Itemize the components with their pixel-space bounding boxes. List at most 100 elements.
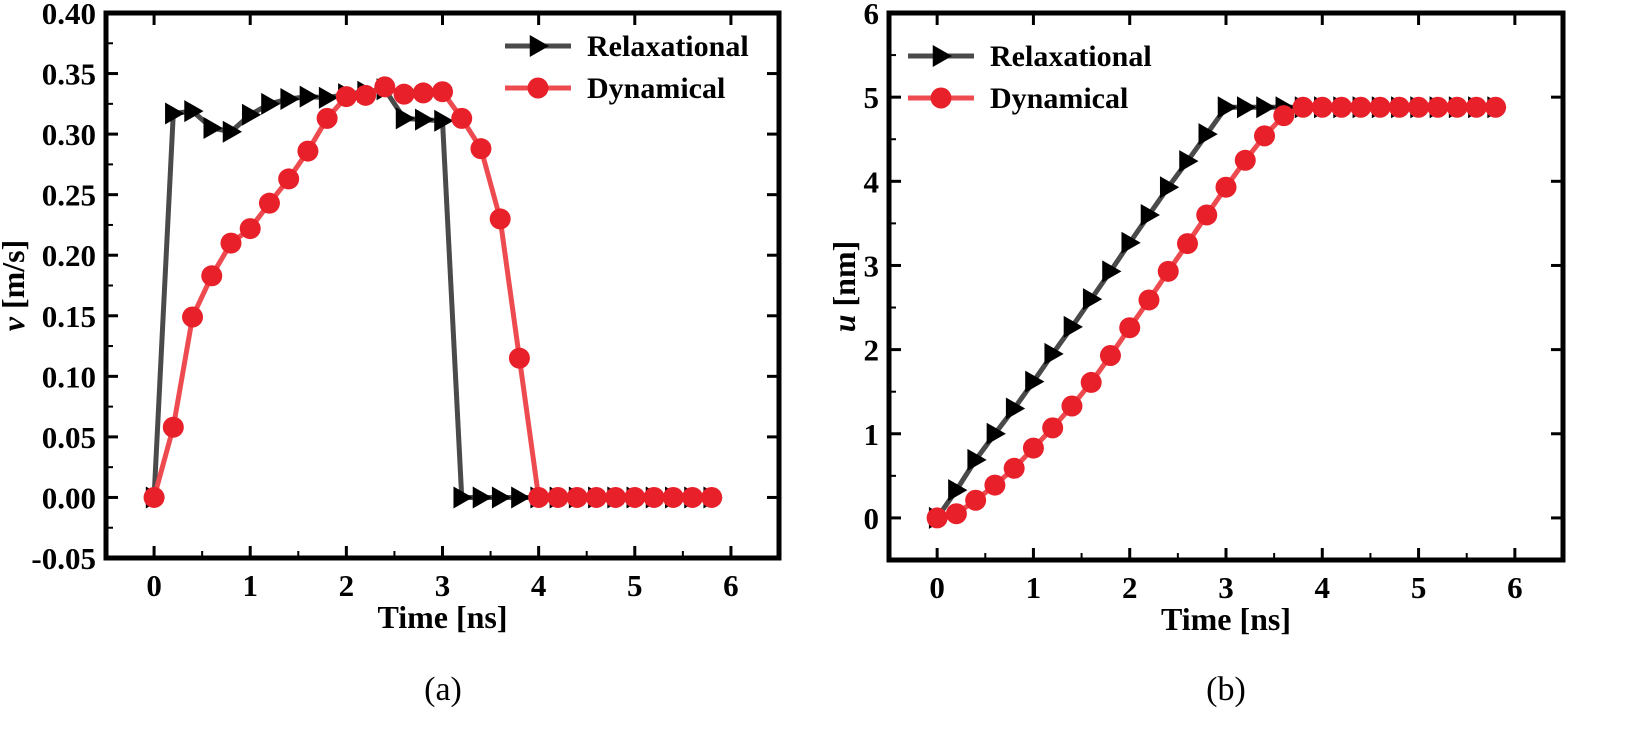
data-point <box>1138 289 1160 311</box>
data-point <box>624 486 646 508</box>
data-point <box>662 486 684 508</box>
x-tick-label: 5 <box>627 568 643 603</box>
chart-panel-a: 0 1 2 3 4 5 6 -0.05 0.00 0.05 0.10 0.15 0.20 0.25 0.30… <box>0 0 782 708</box>
legend-marker <box>930 87 952 109</box>
y-tick-label: 0.40 <box>42 0 96 31</box>
data-point <box>393 83 415 105</box>
legend-marker <box>527 77 549 99</box>
data-point <box>395 107 416 130</box>
y-tick-label: 0.05 <box>42 420 96 455</box>
y-tick-label: 0.00 <box>42 480 96 515</box>
data-point <box>547 486 569 508</box>
data-point <box>1408 96 1430 118</box>
data-point <box>432 81 453 103</box>
y-tick-label: 1 <box>864 417 880 452</box>
y-tick-label: 0.20 <box>42 238 96 273</box>
y-axis-label: u [nm] <box>826 241 862 333</box>
data-point <box>182 306 204 328</box>
y-tick-label: 3 <box>864 248 880 283</box>
data-point <box>585 486 607 508</box>
series-line <box>936 104 1496 521</box>
data-point <box>1215 176 1237 198</box>
data-point <box>948 479 968 502</box>
data-point <box>1102 260 1122 283</box>
x-tick-label: 6 <box>1507 570 1523 605</box>
y-tick-label: 0.15 <box>42 299 96 334</box>
data-point <box>1217 96 1237 119</box>
data-point <box>1022 437 1044 459</box>
data-point <box>143 486 165 508</box>
y-tick-label: 4 <box>864 164 880 199</box>
data-point <box>1003 457 1025 479</box>
series-line <box>151 86 712 500</box>
data-point <box>1331 96 1353 118</box>
data-point <box>261 92 281 115</box>
data-point <box>986 422 1006 445</box>
data-point <box>258 192 280 214</box>
x-tick-label: 1 <box>242 568 258 603</box>
y-axis-variable: u <box>826 314 862 332</box>
data-point <box>508 347 530 369</box>
data-point <box>203 117 223 140</box>
y-tick-label: 0.25 <box>42 178 96 213</box>
data-point <box>165 102 185 125</box>
data-point <box>1080 371 1102 393</box>
data-point <box>201 265 223 287</box>
data-point <box>241 103 262 126</box>
x-tick-label: 3 <box>435 568 451 603</box>
data-point <box>1198 123 1218 146</box>
data-point <box>1099 345 1121 367</box>
chart-panel-b: 0 1 2 3 4 5 6 0 1 2 3 4 5 6 Time [ns] u [nm] Relaxationa… <box>826 0 1566 708</box>
y-tick-label: 0 <box>864 501 880 536</box>
y-tick-label: 0.35 <box>42 57 96 92</box>
data-point <box>984 474 1006 496</box>
data-point <box>355 84 377 106</box>
legend-marker <box>529 35 549 57</box>
data-point <box>489 208 511 230</box>
y-axis-label: v [m/s] <box>0 240 31 332</box>
x-tick-label: 4 <box>531 568 547 603</box>
legend: Relaxational Dynamical <box>505 30 749 105</box>
x-tick-label: 0 <box>146 568 162 603</box>
data-point <box>434 109 454 132</box>
legend-label: Relaxational <box>990 40 1152 73</box>
series-dynamical <box>926 96 1507 529</box>
data-point <box>1388 96 1410 118</box>
data-point <box>605 486 627 508</box>
y-axis-unit: [nm] <box>826 241 862 315</box>
y-axis-unit: [m/s] <box>0 240 31 317</box>
data-point <box>1427 96 1449 118</box>
data-point <box>681 486 703 508</box>
data-point <box>1350 96 1372 118</box>
data-point <box>965 489 987 511</box>
series-dynamical <box>143 76 723 508</box>
legend: Relaxational Dynamical <box>908 40 1152 115</box>
x-tick-label: 0 <box>929 570 945 605</box>
data-point <box>374 76 396 98</box>
data-point <box>239 218 261 240</box>
data-point <box>1369 96 1391 118</box>
data-point <box>220 232 242 254</box>
y-tick-label: 0.10 <box>42 359 96 394</box>
data-point <box>1121 231 1141 254</box>
x-tick-label: 2 <box>339 568 355 603</box>
y-tick-label: 5 <box>864 80 880 115</box>
data-point <box>643 486 665 508</box>
data-point <box>701 486 723 508</box>
data-point <box>280 87 300 110</box>
legend-label: Dynamical <box>587 72 725 105</box>
legend-label: Relaxational <box>587 30 749 63</box>
data-point <box>299 85 319 108</box>
data-point <box>162 416 184 438</box>
data-point <box>1254 125 1276 147</box>
x-tick-label: 1 <box>1026 570 1042 605</box>
data-point <box>1446 96 1468 118</box>
y-tick-label: 2 <box>864 333 880 368</box>
data-point <box>470 138 492 160</box>
data-point <box>1119 317 1141 339</box>
data-point <box>412 82 434 104</box>
data-point <box>1159 176 1180 199</box>
data-point <box>1157 260 1179 282</box>
data-point <box>528 486 550 508</box>
data-point <box>1196 204 1218 226</box>
